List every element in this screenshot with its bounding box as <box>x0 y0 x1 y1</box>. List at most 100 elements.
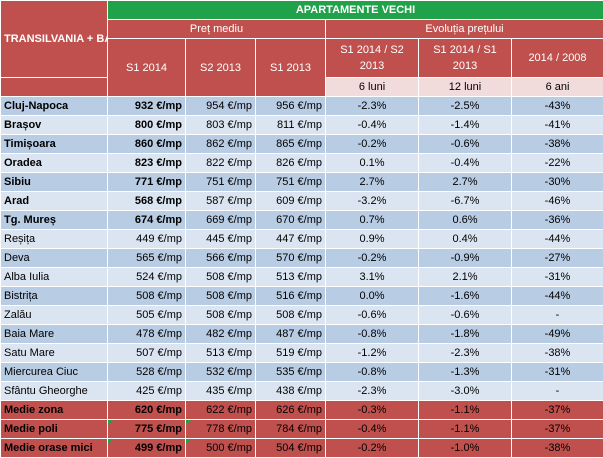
price-s1-2014: 524 €/mp <box>108 268 186 287</box>
evolution-6y: -49% <box>512 325 603 344</box>
price-s2-2013: 954 €/mp <box>186 97 256 116</box>
evolution-6m: -0.2% <box>326 249 419 268</box>
price-s2-2013: 669 €/mp <box>186 211 256 230</box>
city-name: Bistrița <box>1 287 108 306</box>
price-s2-2013: 513 €/mp <box>186 344 256 363</box>
city-name: Oradea <box>1 154 108 173</box>
evolution-12m: -0.6% <box>419 306 512 325</box>
price-s2-2013: 803 €/mp <box>186 116 256 135</box>
region-label: TRANSILVANIA + BANAT + CRIȘANA + MARAMUR… <box>1 1 108 78</box>
price-s2-2013: 751 €/mp <box>186 173 256 192</box>
summary-name: Medie zona <box>1 401 108 420</box>
price-s1-2014: 568 €/mp <box>108 192 186 211</box>
price-s1-2013: 609 €/mp <box>256 192 326 211</box>
evolution-12m: -2.3% <box>419 344 512 363</box>
group-price-header: Preț mediu <box>108 20 326 39</box>
price-s1-2014: 860 €/mp <box>108 135 186 154</box>
evolution-6y: -44% <box>512 287 603 306</box>
summary-evo-6m: -0.4% <box>326 420 419 439</box>
summary-evo-6y: -38% <box>512 439 603 458</box>
city-name: Alba Iulia <box>1 268 108 287</box>
evolution-12m: 0.6% <box>419 211 512 230</box>
price-s1-2014: 528 €/mp <box>108 363 186 382</box>
price-s2-2013: 508 €/mp <box>186 268 256 287</box>
summary-evo-12m: -1.1% <box>419 401 512 420</box>
summary-s2-2013: 500 €/mp <box>186 439 256 458</box>
price-s1-2014: 771 €/mp <box>108 173 186 192</box>
price-s2-2013: 862 €/mp <box>186 135 256 154</box>
evolution-12m: -6.7% <box>419 192 512 211</box>
evolution-6y: -30% <box>512 173 603 192</box>
evolution-6m: -0.8% <box>326 363 419 382</box>
price-s1-2013: 670 €/mp <box>256 211 326 230</box>
price-s1-2013: 519 €/mp <box>256 344 326 363</box>
city-name: Timișoara <box>1 135 108 154</box>
evolution-6y: -46% <box>512 192 603 211</box>
price-s1-2013: 535 €/mp <box>256 363 326 382</box>
city-name: Sfântu Gheorghe <box>1 382 108 401</box>
evolution-6y: -22% <box>512 154 603 173</box>
summary-s1-2013: 626 €/mp <box>256 401 326 420</box>
summary-s1-2014: 499 €/mp <box>108 439 186 458</box>
city-name: Deva <box>1 249 108 268</box>
evolution-6m: 3.1% <box>326 268 419 287</box>
price-s1-2014: 505 €/mp <box>108 306 186 325</box>
evolution-6y: -31% <box>512 268 603 287</box>
group-evolution-header: Evoluția prețului <box>326 20 603 39</box>
evolution-6m: -0.8% <box>326 325 419 344</box>
price-s2-2013: 435 €/mp <box>186 382 256 401</box>
price-s1-2013: 516 €/mp <box>256 287 326 306</box>
evolution-12m: 2.7% <box>419 173 512 192</box>
summary-name: Medie poli <box>1 420 108 439</box>
evolution-12m: -0.6% <box>419 135 512 154</box>
evolution-6m: -0.6% <box>326 306 419 325</box>
city-name: Zalău <box>1 306 108 325</box>
summary-s2-2013: 622 €/mp <box>186 401 256 420</box>
price-s1-2013: 751 €/mp <box>256 173 326 192</box>
price-s1-2013: 508 €/mp <box>256 306 326 325</box>
city-name: Baia Mare <box>1 325 108 344</box>
period-12m: 12 luni <box>419 78 512 97</box>
evolution-6y: -41% <box>512 116 603 135</box>
city-name: Satu Mare <box>1 344 108 363</box>
summary-s2-2013: 778 €/mp <box>186 420 256 439</box>
summary-name: Medie orase mici <box>1 439 108 458</box>
evolution-12m: -2.5% <box>419 97 512 116</box>
evolution-6y: -27% <box>512 249 603 268</box>
price-s1-2013: 865 €/mp <box>256 135 326 154</box>
col-header-evo-12m: S1 2014 / S1 2013 <box>419 39 512 78</box>
table-title: APARTAMENTE VECHI <box>108 1 603 20</box>
price-s1-2014: 507 €/mp <box>108 344 186 363</box>
summary-evo-12m: -1.0% <box>419 439 512 458</box>
city-name: Cluj-Napoca <box>1 97 108 116</box>
evolution-6m: -0.2% <box>326 135 419 154</box>
summary-evo-6y: -37% <box>512 401 603 420</box>
price-s1-2014: 674 €/mp <box>108 211 186 230</box>
evolution-6y: - <box>512 382 603 401</box>
summary-s1-2014: 775 €/mp <box>108 420 186 439</box>
price-s1-2014: 565 €/mp <box>108 249 186 268</box>
city-name: Reșița <box>1 230 108 249</box>
col-header-s2-2013: S2 2013 <box>186 39 256 97</box>
price-s1-2013: 487 €/mp <box>256 325 326 344</box>
price-s2-2013: 566 €/mp <box>186 249 256 268</box>
evolution-6y: -43% <box>512 97 603 116</box>
summary-s1-2014: 620 €/mp <box>108 401 186 420</box>
price-s1-2014: 425 €/mp <box>108 382 186 401</box>
price-s1-2013: 811 €/mp <box>256 116 326 135</box>
price-s2-2013: 587 €/mp <box>186 192 256 211</box>
city-name: Brașov <box>1 116 108 135</box>
